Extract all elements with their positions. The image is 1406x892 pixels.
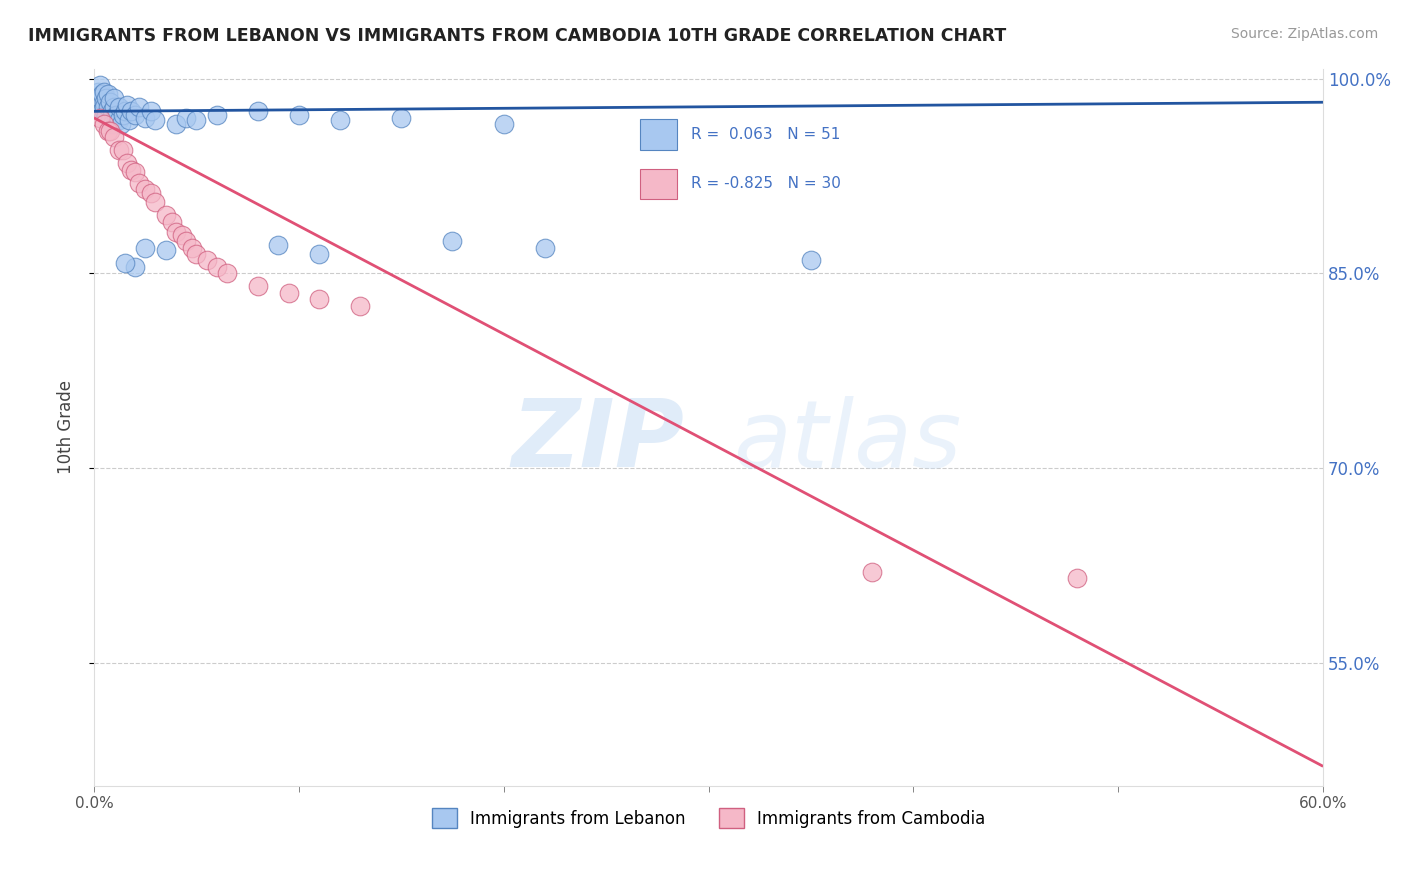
Point bbox=[89, 111, 111, 125]
Point bbox=[155, 208, 177, 222]
Point bbox=[120, 104, 142, 119]
Point bbox=[96, 108, 118, 122]
Point bbox=[308, 247, 330, 261]
Point bbox=[98, 124, 121, 138]
Point bbox=[533, 240, 555, 254]
Point bbox=[145, 195, 167, 210]
Y-axis label: 10th Grade: 10th Grade bbox=[58, 380, 75, 475]
Point bbox=[115, 98, 138, 112]
Point bbox=[118, 113, 141, 128]
Point bbox=[111, 143, 134, 157]
Point bbox=[114, 256, 136, 270]
Point bbox=[93, 117, 115, 131]
Point bbox=[91, 87, 114, 102]
Point bbox=[107, 100, 129, 114]
Point bbox=[91, 104, 114, 119]
Point bbox=[205, 108, 228, 122]
Point bbox=[349, 299, 371, 313]
Point bbox=[160, 214, 183, 228]
Legend: Immigrants from Lebanon, Immigrants from Cambodia: Immigrants from Lebanon, Immigrants from… bbox=[425, 801, 993, 835]
Point bbox=[329, 113, 352, 128]
Point bbox=[145, 113, 167, 128]
Point bbox=[186, 113, 208, 128]
Point bbox=[174, 234, 197, 248]
Point bbox=[277, 285, 299, 300]
Point bbox=[89, 78, 111, 93]
Point bbox=[97, 124, 120, 138]
Point bbox=[128, 176, 150, 190]
Point bbox=[96, 91, 118, 105]
Point bbox=[103, 100, 125, 114]
Text: atlas: atlas bbox=[733, 396, 962, 487]
Point bbox=[170, 227, 193, 242]
Point bbox=[186, 247, 208, 261]
Point bbox=[107, 143, 129, 157]
Point bbox=[110, 117, 132, 131]
Point bbox=[103, 91, 125, 105]
Point bbox=[103, 130, 125, 145]
Point bbox=[124, 260, 146, 274]
Point bbox=[165, 117, 187, 131]
Point bbox=[124, 108, 146, 122]
Point bbox=[98, 113, 121, 128]
Point bbox=[93, 85, 115, 99]
Point bbox=[195, 253, 218, 268]
Point bbox=[441, 234, 464, 248]
Point bbox=[288, 108, 311, 122]
Text: Source: ZipAtlas.com: Source: ZipAtlas.com bbox=[1230, 27, 1378, 41]
Point bbox=[246, 104, 269, 119]
Text: ZIP: ZIP bbox=[510, 395, 683, 488]
Point bbox=[114, 104, 136, 119]
Point bbox=[128, 100, 150, 114]
Point bbox=[97, 100, 120, 114]
Point bbox=[93, 104, 115, 119]
Point bbox=[93, 100, 115, 114]
Point bbox=[120, 162, 142, 177]
Point bbox=[89, 91, 111, 105]
Point bbox=[101, 104, 124, 119]
Point bbox=[308, 293, 330, 307]
Point bbox=[862, 565, 884, 579]
Point bbox=[134, 111, 156, 125]
Point bbox=[246, 279, 269, 293]
Point bbox=[134, 182, 156, 196]
Point bbox=[97, 87, 120, 102]
Point bbox=[174, 111, 197, 125]
Point bbox=[115, 156, 138, 170]
Point bbox=[124, 165, 146, 179]
Point bbox=[141, 104, 163, 119]
Point bbox=[267, 238, 290, 252]
Point bbox=[1066, 571, 1088, 585]
Point bbox=[389, 111, 412, 125]
Point bbox=[155, 243, 177, 257]
Point bbox=[93, 95, 115, 110]
Point bbox=[134, 240, 156, 254]
Point bbox=[141, 186, 163, 200]
Point bbox=[98, 95, 121, 110]
Text: IMMIGRANTS FROM LEBANON VS IMMIGRANTS FROM CAMBODIA 10TH GRADE CORRELATION CHART: IMMIGRANTS FROM LEBANON VS IMMIGRANTS FR… bbox=[28, 27, 1007, 45]
Point bbox=[87, 85, 110, 99]
Point bbox=[165, 225, 187, 239]
Point bbox=[111, 108, 134, 122]
Point bbox=[217, 267, 239, 281]
Point bbox=[107, 113, 129, 128]
Point bbox=[181, 240, 204, 254]
Point bbox=[105, 108, 128, 122]
Point bbox=[800, 253, 823, 268]
Point bbox=[492, 117, 515, 131]
Point bbox=[205, 260, 228, 274]
Point bbox=[101, 117, 124, 131]
